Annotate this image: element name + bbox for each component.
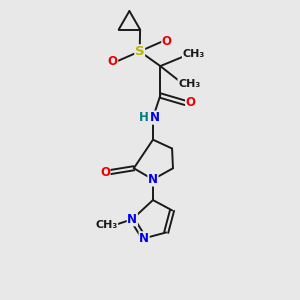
Text: N: N: [148, 173, 158, 186]
Text: N: N: [127, 213, 137, 226]
Text: N: N: [139, 232, 149, 245]
Text: H: H: [139, 111, 149, 124]
Text: CH₃: CH₃: [182, 49, 205, 59]
Text: CH₃: CH₃: [178, 79, 200, 89]
Text: CH₃: CH₃: [95, 220, 118, 230]
Text: S: S: [135, 45, 145, 58]
Text: N: N: [149, 111, 159, 124]
Text: O: O: [162, 34, 172, 48]
Text: O: O: [186, 96, 196, 110]
Text: O: O: [108, 55, 118, 68]
Text: O: O: [100, 166, 110, 178]
